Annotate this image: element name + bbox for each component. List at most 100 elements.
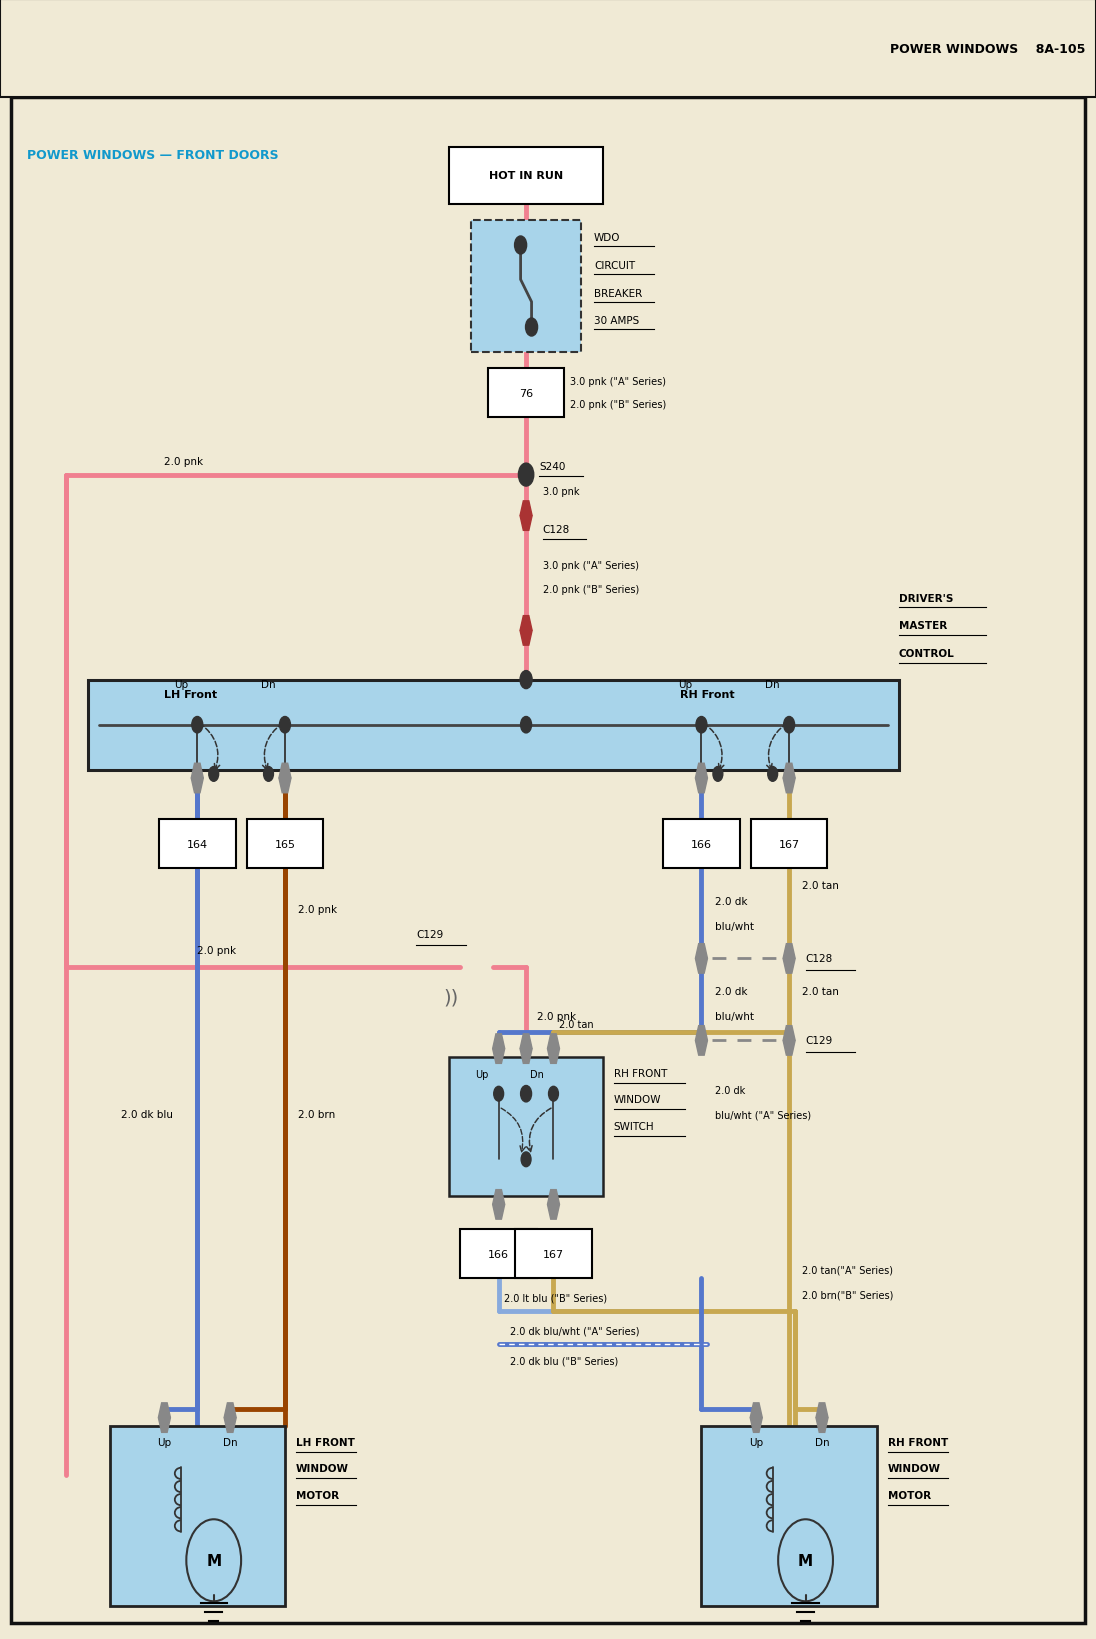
Text: BREAKER: BREAKER [594,288,642,298]
Polygon shape [192,764,204,779]
Circle shape [521,1085,532,1101]
Polygon shape [278,779,292,793]
Text: 76: 76 [520,388,533,398]
Text: 2.0 pnk: 2.0 pnk [164,457,204,467]
Circle shape [696,716,707,734]
Polygon shape [224,1403,237,1418]
Text: 2.0 dk blu/wht ("A" Series): 2.0 dk blu/wht ("A" Series) [510,1326,639,1336]
Circle shape [186,1519,241,1601]
Bar [449,1057,603,1196]
Polygon shape [278,764,292,779]
Text: 3.0 pnk: 3.0 pnk [543,487,579,497]
Text: blu/wht: blu/wht [715,921,754,931]
Text: 2.0 pnk: 2.0 pnk [197,946,237,956]
Text: POWER WINDOWS — FRONT DOORS: POWER WINDOWS — FRONT DOORS [27,149,279,162]
Polygon shape [520,516,533,531]
Text: MOTOR: MOTOR [888,1490,931,1500]
Text: WINDOW: WINDOW [296,1464,349,1473]
Polygon shape [224,1418,237,1432]
Text: C129: C129 [416,929,444,939]
Text: WINDOW: WINDOW [614,1095,661,1105]
Text: RH FRONT: RH FRONT [888,1437,948,1447]
Text: MASTER: MASTER [899,621,947,631]
Bar [449,148,603,205]
Polygon shape [696,764,708,779]
Polygon shape [159,1403,171,1418]
Text: LH FRONT: LH FRONT [296,1437,355,1447]
Text: Up: Up [158,1437,171,1447]
Polygon shape [548,1049,560,1064]
Polygon shape [751,1418,763,1432]
Polygon shape [548,1190,560,1205]
Text: M: M [206,1552,221,1569]
Text: 2.0 dk: 2.0 dk [715,1085,745,1095]
Text: 2.0 dk: 2.0 dk [715,897,747,906]
Text: MOTOR: MOTOR [296,1490,339,1500]
Polygon shape [493,1049,504,1064]
Text: Dn: Dn [261,679,276,690]
Circle shape [515,236,527,254]
Polygon shape [815,1418,829,1432]
Polygon shape [159,1418,171,1432]
Text: C129: C129 [806,1036,833,1046]
Polygon shape [493,1034,504,1049]
Text: 2.0 dk blu ("B" Series): 2.0 dk blu ("B" Series) [510,1355,618,1365]
Text: 2.0 pnk: 2.0 pnk [537,1011,576,1021]
Bar [701,1426,877,1606]
Circle shape [778,1519,833,1601]
Text: CIRCUIT: CIRCUIT [594,261,636,270]
Text: S240: S240 [539,462,566,472]
Bar [751,820,827,869]
Polygon shape [520,631,533,646]
Text: 2.0 dk blu: 2.0 dk blu [121,1110,172,1119]
Text: LH Front: LH Front [164,690,217,700]
Text: WINDOW: WINDOW [888,1464,940,1473]
Text: Up: Up [678,679,692,690]
Text: M: M [798,1552,813,1569]
Text: 2.0 tan: 2.0 tan [559,1019,594,1029]
Text: )): )) [444,988,459,1006]
Bar [159,820,236,869]
Text: blu/wht ("A" Series): blu/wht ("A" Series) [715,1110,811,1119]
Text: 2.0 brn: 2.0 brn [298,1110,335,1119]
Polygon shape [783,764,796,779]
Text: RH Front: RH Front [680,690,734,700]
Circle shape [518,464,534,487]
Polygon shape [192,779,204,793]
Circle shape [526,318,538,336]
Bar [663,820,740,869]
Text: 2.0 pnk: 2.0 pnk [298,905,338,915]
Polygon shape [696,959,708,974]
Text: C128: C128 [543,524,570,534]
Circle shape [279,716,290,734]
Text: POWER WINDOWS    8A-105: POWER WINDOWS 8A-105 [890,43,1085,56]
Circle shape [209,767,219,782]
Text: 2.0 tan("A" Series): 2.0 tan("A" Series) [802,1265,893,1275]
Text: blu/wht: blu/wht [715,1011,754,1021]
Polygon shape [696,779,708,793]
Text: 166: 166 [488,1249,510,1259]
Circle shape [548,1087,559,1101]
Text: WDO: WDO [594,233,620,243]
Text: 166: 166 [690,839,712,849]
Circle shape [521,716,532,734]
Text: Up: Up [750,1437,763,1447]
Polygon shape [520,616,533,631]
Polygon shape [815,1403,829,1418]
Polygon shape [520,1049,533,1064]
Polygon shape [493,1205,504,1219]
Bar [110,1426,285,1606]
Circle shape [520,672,533,688]
Bar [488,369,564,418]
Polygon shape [783,1041,796,1056]
Bar [88,680,899,770]
Polygon shape [696,944,708,959]
Text: C128: C128 [806,954,833,964]
Text: 2.0 tan: 2.0 tan [802,880,840,890]
Text: 30 AMPS: 30 AMPS [594,316,639,326]
Circle shape [767,767,778,782]
Text: Up: Up [174,679,187,690]
Polygon shape [783,779,796,793]
Text: 167: 167 [543,1249,564,1259]
Polygon shape [696,1026,708,1041]
